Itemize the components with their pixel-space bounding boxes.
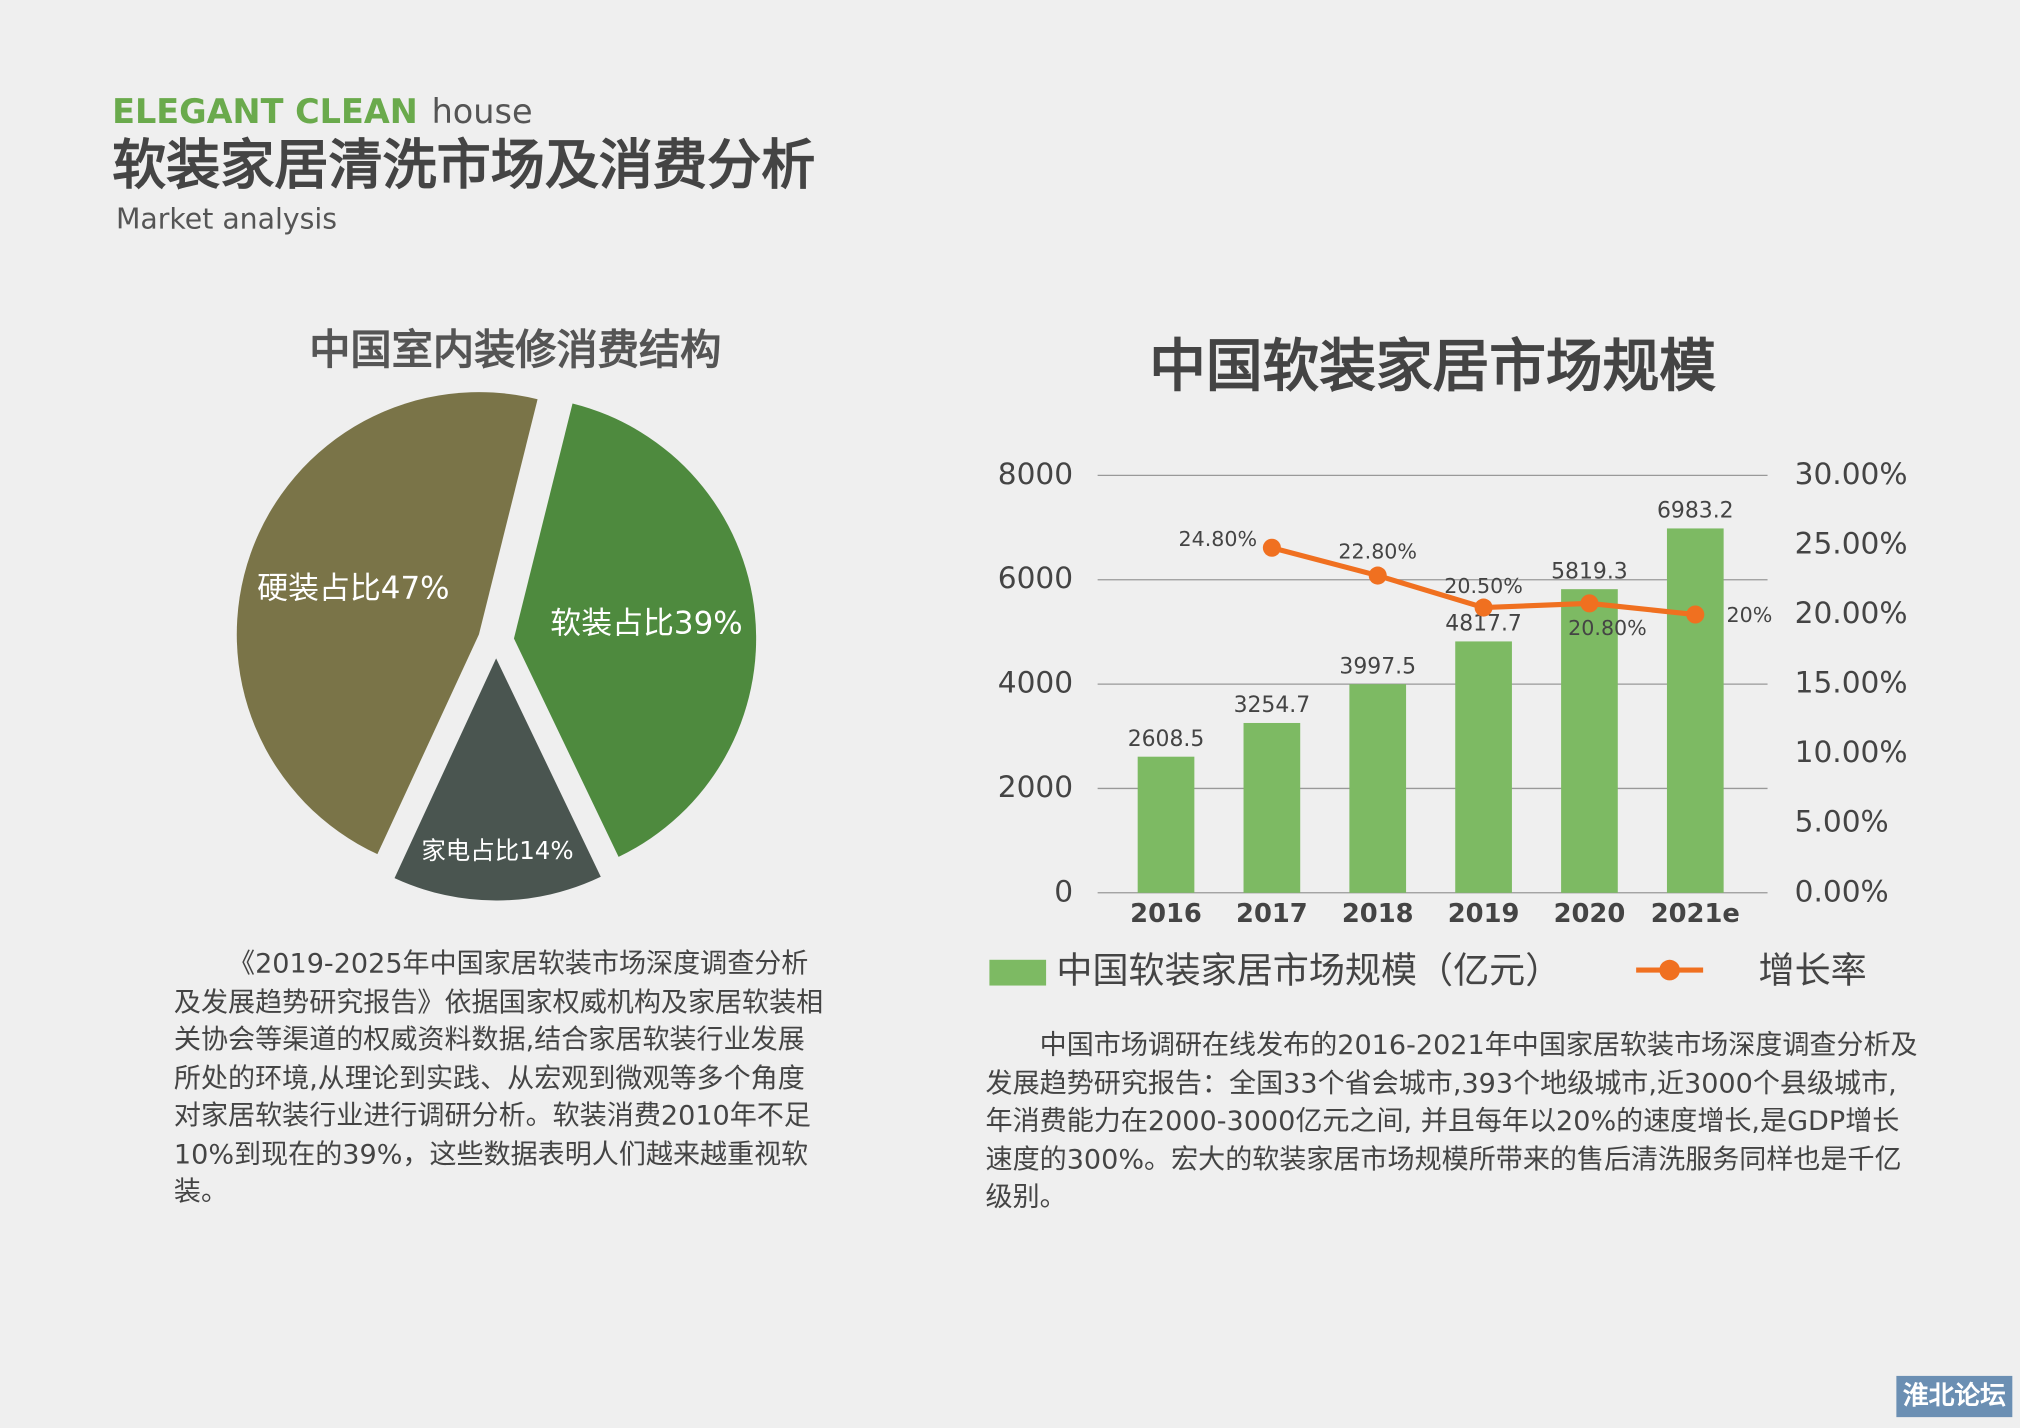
- brand: ELEGANT CLEAN: [112, 92, 418, 131]
- x-tick-label: 2018: [1342, 899, 1414, 929]
- x-tick-label: 2016: [1130, 899, 1202, 929]
- y2-tick-label: 10.00%: [1795, 734, 1908, 769]
- pie-slice: [236, 392, 538, 855]
- y2-tick-label: 5.00%: [1795, 804, 1889, 839]
- line-label: 20.80%: [1568, 616, 1647, 640]
- page-title: 软装家居清洗市场及消费分析: [112, 133, 815, 196]
- y2-tick-label: 30.00%: [1795, 456, 1908, 491]
- bar: [1455, 641, 1512, 893]
- paragraph: 《2019-2025年中国家居软装市场深度调查分析及发展趋势研究报告》依据国家权…: [173, 948, 824, 1208]
- y-tick-label: 6000: [998, 560, 1073, 595]
- legend-swatch: [989, 959, 1047, 986]
- bar-label: 3997.5: [1339, 654, 1416, 679]
- pie-slice: [513, 403, 757, 857]
- line-label: 20.50%: [1444, 574, 1523, 598]
- line-point: [1580, 594, 1599, 613]
- legend-label: 中国软装家居市场规模（亿元）: [1056, 950, 1561, 992]
- y-tick-label: 0: [1054, 873, 1073, 908]
- line-label: 24.80%: [1178, 527, 1257, 551]
- line-point: [1686, 605, 1705, 624]
- x-tick-label: 2020: [1554, 899, 1626, 929]
- pie-title: 中国室内装修消费结构: [309, 326, 721, 374]
- bar-label: 3254.7: [1234, 693, 1311, 718]
- watermark: 淮北论坛: [1903, 1381, 2006, 1411]
- y2-tick-label: 20.00%: [1795, 595, 1908, 630]
- line-label: 20%: [1726, 603, 1772, 627]
- chart-title: 中国软装家居市场规模: [1149, 333, 1716, 399]
- y2-tick-label: 0.00%: [1795, 873, 1889, 908]
- x-tick-label: 2021e: [1651, 899, 1740, 929]
- bar: [1666, 528, 1724, 893]
- pie-label: 软装占比39%: [550, 606, 742, 642]
- y2-tick-label: 25.00%: [1795, 525, 1908, 560]
- pie-label: 家电占比14%: [421, 836, 573, 865]
- y-tick-label: 2000: [998, 769, 1073, 804]
- brand-suffix: house: [432, 92, 533, 131]
- bar: [1349, 684, 1407, 893]
- y-tick-label: 4000: [998, 665, 1073, 700]
- bar-label: 5819.3: [1551, 559, 1628, 584]
- y2-tick-label: 15.00%: [1795, 665, 1908, 700]
- bar-label: 6983.2: [1657, 499, 1734, 524]
- y-tick-label: 8000: [998, 456, 1073, 491]
- pie-label: 硬装占比47%: [257, 571, 449, 607]
- bar: [1561, 589, 1618, 893]
- x-tick-label: 2019: [1448, 899, 1520, 929]
- pie-slice: [394, 658, 601, 901]
- watermark-bg: [1896, 1375, 2013, 1418]
- line-point: [1474, 598, 1493, 617]
- bar: [1137, 756, 1195, 893]
- line-label: 22.80%: [1338, 539, 1417, 563]
- legend-label: 增长率: [1759, 950, 1867, 992]
- bar: [1243, 722, 1301, 893]
- paragraph: 中国市场调研在线发布的2016-2021年中国家居软装市场深度调查分析及发展趋势…: [985, 1029, 1918, 1213]
- bar-label: 2608.5: [1128, 727, 1205, 752]
- legend-marker: [1659, 959, 1680, 981]
- subtitle: Market analysis: [116, 202, 337, 235]
- x-tick-label: 2017: [1236, 899, 1308, 929]
- line-point: [1262, 538, 1281, 557]
- line-point: [1368, 566, 1387, 585]
